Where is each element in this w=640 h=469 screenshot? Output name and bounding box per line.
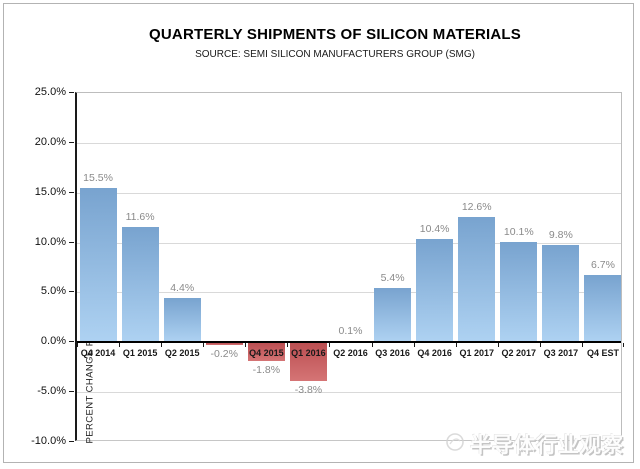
bar-value-label: 10.1% xyxy=(503,225,534,238)
y-axis-tick xyxy=(69,291,74,293)
chart-title: QUARTERLY SHIPMENTS OF SILICON MATERIALS xyxy=(149,26,521,43)
x-axis-tick xyxy=(623,343,624,348)
x-axis-tick xyxy=(497,343,499,348)
x-axis-category-label: Q1 2015 xyxy=(122,348,158,359)
x-axis-tick xyxy=(119,343,121,348)
plot-area: PERCENT CHANGE FROM YEAR AGO 15.5% Q4 201… xyxy=(75,92,624,443)
y-axis-tick xyxy=(69,341,74,343)
bar-value-label: -1.8% xyxy=(252,364,281,377)
x-axis-category-label: Q3 2017 xyxy=(543,348,579,359)
bar-Q2-2017 xyxy=(500,241,538,343)
bar-Q1-2017 xyxy=(458,216,496,343)
x-axis-category-label: Q3 2016 xyxy=(375,348,410,359)
y-axis-tick-label: 10.0% xyxy=(34,235,66,248)
bar-value-label: 5.4% xyxy=(380,272,405,285)
watermark-logo-icon xyxy=(445,432,465,457)
x-axis-category-label: Q4 EST xyxy=(586,348,619,359)
zero-axis-line xyxy=(77,341,621,344)
x-axis-tick xyxy=(455,343,457,348)
bar-Q4-2016 xyxy=(416,238,454,343)
y-axis-tick xyxy=(69,191,74,193)
bar-Q4-EST xyxy=(584,275,622,343)
bar-value-label: 12.6% xyxy=(461,200,492,213)
y-axis-tick xyxy=(69,141,74,143)
watermark-text: 半导体行业观察 xyxy=(470,434,624,457)
x-axis-category-label: Q4 2015 xyxy=(249,348,284,359)
x-axis-category-label: Q1 2016 xyxy=(291,348,326,359)
watermark: 半导体行业观察 xyxy=(445,429,624,459)
bar-Q3-2017 xyxy=(542,244,580,343)
y-axis-tick-label: -10.0% xyxy=(31,435,66,447)
y-axis-tick xyxy=(69,92,74,93)
gridline--5 xyxy=(77,392,621,394)
x-axis-category-label: Q1 2017 xyxy=(459,348,494,359)
bar-Q1-2015 xyxy=(121,226,159,343)
x-axis-tick xyxy=(413,343,415,348)
gridline-10 xyxy=(77,242,621,244)
bar-value-label: -0.2% xyxy=(210,348,238,361)
gridline-20 xyxy=(77,142,621,144)
bar-Q2-2015 xyxy=(163,298,201,343)
y-axis-tick-label: 20.0% xyxy=(34,135,66,148)
y-axis-tick xyxy=(69,391,74,393)
bar-Q1-2016 xyxy=(289,343,327,382)
bar-value-label: 4.4% xyxy=(170,282,195,295)
y-axis-tick-label: -5.0% xyxy=(37,385,66,398)
x-axis-category-label: Q2 2016 xyxy=(333,348,368,359)
gridline-5 xyxy=(77,292,621,294)
bar-value-label: 11.6% xyxy=(125,210,155,223)
y-axis-tick-label: 25.0% xyxy=(34,86,66,98)
x-axis-tick xyxy=(287,343,289,348)
x-axis-tick xyxy=(329,343,331,348)
y-axis-tick-label: 0.0% xyxy=(40,335,66,348)
bar-Q3-2016 xyxy=(374,288,412,343)
y-axis-tick xyxy=(69,441,74,442)
x-axis-tick xyxy=(203,343,205,348)
x-axis-category-label: Q4 2014 xyxy=(80,348,116,359)
chart-subtitle: SOURCE: SEMI SILICON MANUFACTURERS GROUP… xyxy=(195,49,475,60)
bar-value-label: 15.5% xyxy=(83,171,113,184)
x-axis-tick xyxy=(371,343,373,348)
x-axis-category-label: Q2 2015 xyxy=(164,348,200,359)
x-axis-tick xyxy=(161,343,163,348)
bar-Q4-2015 xyxy=(247,343,285,362)
x-axis-category-label: Q4 2016 xyxy=(417,348,452,359)
x-axis-tick xyxy=(581,343,583,348)
x-axis-tick xyxy=(77,343,78,348)
x-axis-tick xyxy=(539,343,541,348)
bar-value-label: 0.1% xyxy=(338,325,363,338)
gridline-15 xyxy=(77,192,621,194)
bar-value-label: -3.8% xyxy=(294,384,323,397)
y-axis-tick-label: 15.0% xyxy=(34,185,66,198)
y-axis-tick xyxy=(69,241,74,243)
bar-value-label: 6.7% xyxy=(590,259,615,272)
bar-Q3-2015 xyxy=(205,343,243,346)
y-axis-tick-label: 5.0% xyxy=(40,285,66,298)
x-axis-category-label: Q2 2017 xyxy=(501,348,537,359)
x-axis-tick xyxy=(245,343,247,348)
bar-value-label: 9.8% xyxy=(548,228,573,241)
bar-value-label: 10.4% xyxy=(419,222,450,235)
bar-Q4-2014 xyxy=(79,187,117,343)
